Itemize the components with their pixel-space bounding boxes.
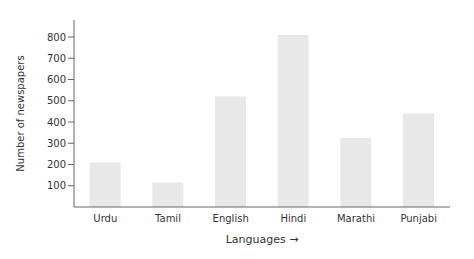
svg-text:Hindi: Hindi [280, 213, 306, 224]
svg-text:Marathi: Marathi [337, 213, 375, 224]
svg-text:700: 700 [47, 53, 66, 64]
svg-text:400: 400 [47, 117, 66, 128]
svg-text:Number of newspapers: Number of newspapers [15, 55, 26, 171]
svg-text:English: English [213, 213, 249, 224]
svg-text:800: 800 [47, 32, 66, 43]
svg-text:Tamil: Tamil [154, 213, 181, 224]
svg-text:300: 300 [47, 138, 66, 149]
svg-text:Urdu: Urdu [93, 213, 117, 224]
svg-text:500: 500 [47, 95, 66, 106]
svg-text:600: 600 [47, 74, 66, 85]
svg-text:200: 200 [47, 159, 66, 170]
svg-text:Languages →: Languages → [226, 233, 299, 246]
svg-text:Punjabi: Punjabi [400, 213, 437, 224]
svg-text:100: 100 [47, 180, 66, 191]
